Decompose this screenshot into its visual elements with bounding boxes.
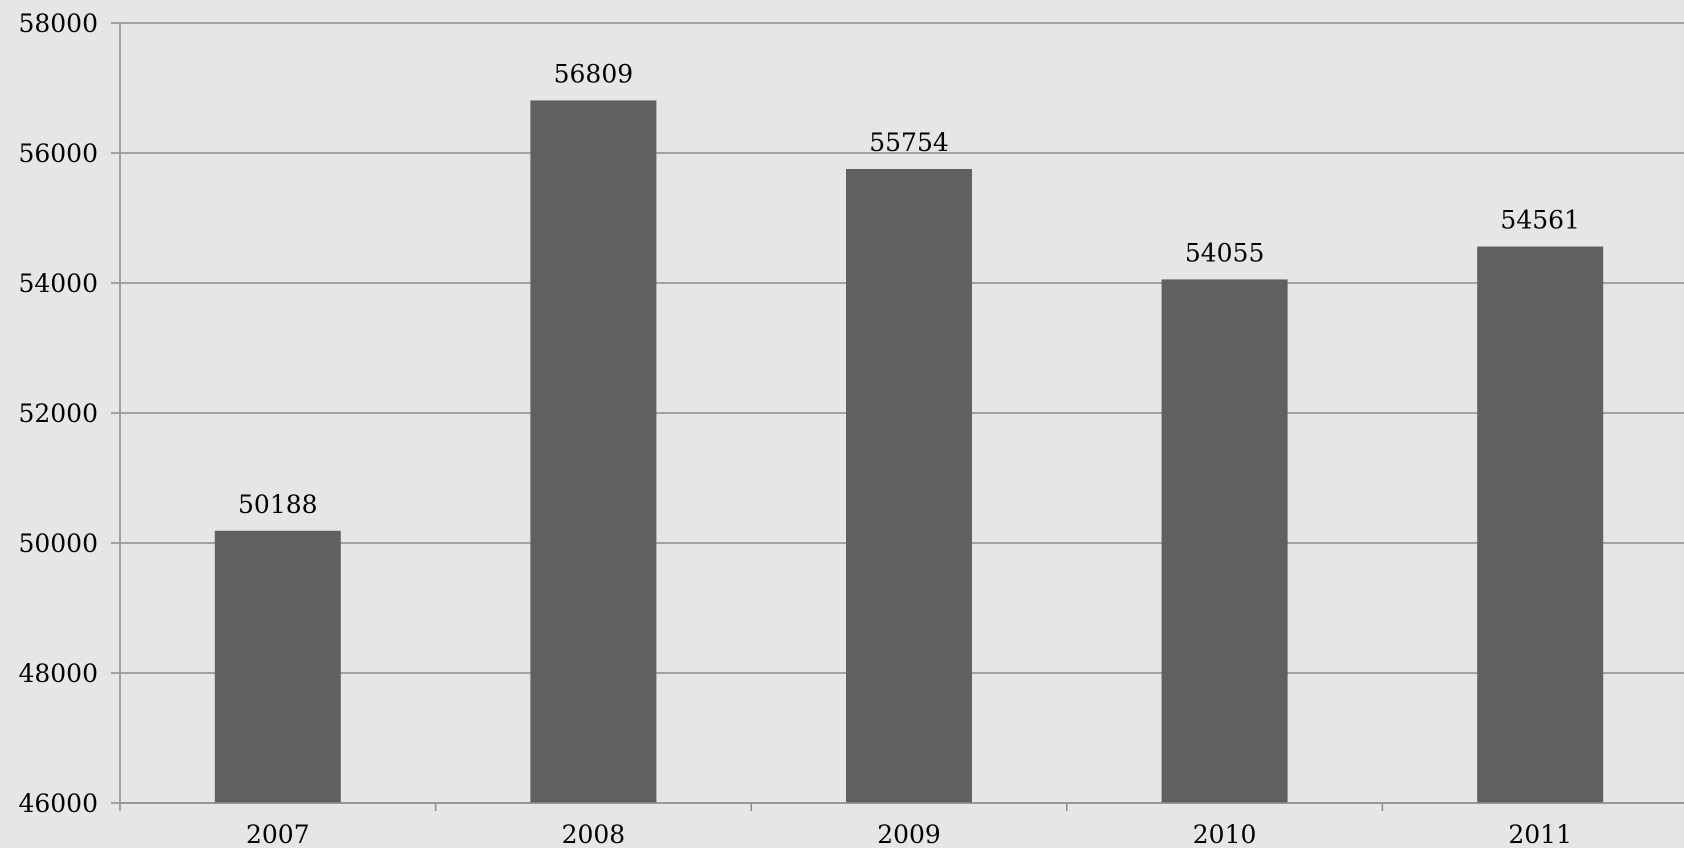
x-tick-label-2007: 2007 <box>246 820 310 848</box>
x-tick-label-2008: 2008 <box>562 820 626 848</box>
x-tick-label-2011: 2011 <box>1508 820 1572 848</box>
data-label-2009: 55754 <box>869 128 949 157</box>
y-tick-label: 46000 <box>18 789 98 818</box>
y-tick-label: 54000 <box>18 269 98 298</box>
bar-series <box>214 100 1604 804</box>
data-label-2008: 56809 <box>554 59 634 88</box>
data-label-2011: 54561 <box>1500 206 1580 235</box>
y-tick-label: 48000 <box>18 659 98 688</box>
y-tick-label: 56000 <box>18 139 98 168</box>
y-tick-label: 58000 <box>18 9 98 38</box>
y-axis: 46000 48000 50000 52000 54000 56000 58000 <box>18 9 121 818</box>
bar-2011 <box>1477 246 1604 803</box>
data-label-2007: 50188 <box>238 490 318 519</box>
x-tick-label-2010: 2010 <box>1193 820 1257 848</box>
bar-2009 <box>846 168 972 804</box>
x-tick-label-2009: 2009 <box>877 820 941 848</box>
bar-2010 <box>1161 279 1288 803</box>
y-tick-label: 52000 <box>18 399 98 428</box>
data-label-2010: 54055 <box>1185 238 1265 267</box>
x-axis: 2007 2008 2009 2010 2011 <box>119 802 1684 848</box>
data-labels: 50188 56809 55754 54055 54561 <box>238 59 1580 518</box>
bar-2007 <box>214 530 341 803</box>
y-tick-label: 50000 <box>18 529 98 558</box>
bar-2008 <box>530 100 657 804</box>
